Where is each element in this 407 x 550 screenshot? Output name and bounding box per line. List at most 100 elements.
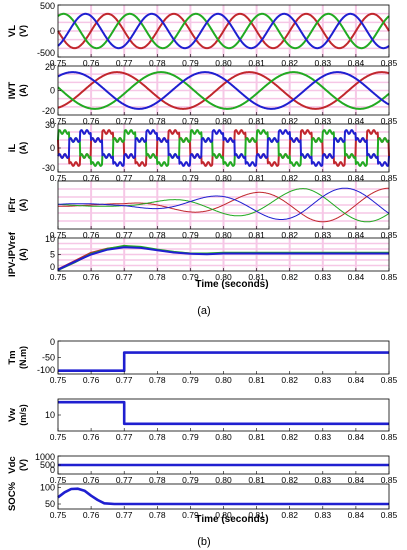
xtick-label: 0.84 [348,475,365,485]
xtick-label: 0.78 [149,475,166,485]
xtick-label: 0.76 [83,58,100,68]
xtick-label: 0.75 [50,116,67,126]
ytick-label: 0 [50,337,55,347]
ylabel-unit: (A) [18,199,28,212]
xtick-label: 0.76 [83,432,100,442]
ytick-label: 0 [50,86,55,96]
xtick-label: 0.79 [182,475,199,485]
ylabel-unit: (A) [18,142,28,155]
xtick-label: 0.79 [182,510,199,520]
xtick-label: 0.78 [149,116,166,126]
xtick-label: 0.84 [348,432,365,442]
xtick-label: 0.78 [149,230,166,240]
xtick-label: 0.79 [182,432,199,442]
ytick-label: 0 [50,26,55,36]
panel-iwt: 20 0 -200.75 0.76 0.77 0.78 0.79 0.80 0.81 0.82 0.… [7,62,398,126]
xtick-label: 0.75 [50,58,67,68]
xtick-label: 0.80 [215,116,232,126]
xtick-label: 0.83 [315,173,332,183]
xtick-label: 0.79 [182,173,199,183]
ytick-label: -50 [42,353,55,363]
xtick-label: 0.76 [83,510,100,520]
xtick-label: 0.85 [381,510,398,520]
ytick-label: 500 [40,460,55,470]
xtick-label: 0.84 [348,510,365,520]
xtick-label: 0.82 [281,475,298,485]
ylabel-unit: (m/s) [18,404,28,426]
xtick-label: 0.83 [315,272,332,282]
series-line-iftr-0 [58,187,389,223]
xtick-label: 0.81 [248,475,265,485]
xtick-label: 0.80 [215,375,232,385]
series-line-vl-0 [57,12,390,50]
xtick-label: 0.77 [116,230,133,240]
panel-iftr: 0.75 0.76 0.77 0.78 0.79 0.80 0.81 0.82 0.83 0.84… [7,180,398,240]
ytick-label: -500 [37,48,55,58]
series-line-soc-0 [57,487,389,506]
xtick-label: 0.75 [50,173,67,183]
xtick-label: 0.84 [348,375,365,385]
xtick-label: 0.77 [116,510,133,520]
ylabel: iL [7,144,18,153]
ylabel-unit: (A) [18,84,28,97]
xtick-label: 0.85 [381,475,398,485]
ylabel: Vw [7,408,18,422]
xtick-label: 0.81 [248,375,265,385]
xtick-label: 0.78 [149,58,166,68]
xtick-label: 0.75 [50,272,67,282]
xtick-label: 0.82 [281,375,298,385]
xlabel-a: Time (seconds) [195,279,268,290]
xtick-label: 0.80 [215,230,232,240]
xtick-label: 0.75 [50,475,67,485]
xtick-label: 0.82 [281,173,298,183]
xtick-label: 0.77 [116,432,133,442]
ylabel-unit: (N.m) [18,346,28,369]
ytick-label: 0 [50,262,55,272]
xtick-label: 0.77 [116,173,133,183]
ylabel: SOC% [7,481,18,511]
xtick-label: 0.79 [182,272,199,282]
series-line-il-1 [57,129,390,167]
xtick-label: 0.76 [83,375,100,385]
ytick-label: -20 [42,106,55,116]
ytick-label: 0 [50,143,55,153]
xtick-label: 0.76 [83,173,100,183]
xtick-label: 0.84 [348,116,365,126]
ytick-label: 30 [45,120,55,130]
ytick-label: 1000 [35,452,55,462]
xtick-label: 0.84 [348,230,365,240]
xtick-label: 0.83 [315,375,332,385]
xtick-label: 0.85 [381,58,398,68]
xtick-label: 0.82 [281,116,298,126]
ytick-label: 0 [50,465,55,475]
xtick-label: 0.83 [315,475,332,485]
xtick-label: 0.78 [149,272,166,282]
series-line-tm-0 [58,351,389,372]
series-line-il-2 [57,129,390,167]
ytick-label: -30 [42,163,55,173]
ylabel: IPV-IPVref [7,231,18,277]
series-line-iftr-2 [58,187,390,220]
panel-tm: 0 -50 -1000.75 0.76 0.77 0.78 0.79 0.80 0.81 0.82… [7,337,398,385]
ylabel-unit: (A) [18,248,28,261]
series-line-ipv-2 [57,246,389,271]
panel-il: 30 0 -300.75 0.76 0.77 0.78 0.79 0.80 0.81 0.82 0.… [7,120,398,183]
xtick-label: 0.76 [83,475,100,485]
xtick-label: 0.82 [281,58,298,68]
caption-b: (b) [197,536,210,548]
xtick-label: 0.76 [83,272,100,282]
xtick-label: 0.77 [116,272,133,282]
xtick-label: 0.81 [248,58,265,68]
xtick-label: 0.78 [149,375,166,385]
xtick-label: 0.82 [281,510,298,520]
axes-frame [57,340,390,375]
ylabel-unit: (V) [18,459,28,471]
xtick-label: 0.79 [182,230,199,240]
xtick-label: 0.81 [248,230,265,240]
xtick-label: 0.84 [348,173,365,183]
xtick-label: 0.76 [83,116,100,126]
xtick-label: 0.85 [381,432,398,442]
xtick-label: 0.85 [381,230,398,240]
ylabel: Vdc [7,456,18,473]
